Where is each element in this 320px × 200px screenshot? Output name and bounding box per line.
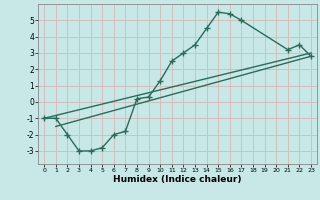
X-axis label: Humidex (Indice chaleur): Humidex (Indice chaleur) xyxy=(113,175,242,184)
